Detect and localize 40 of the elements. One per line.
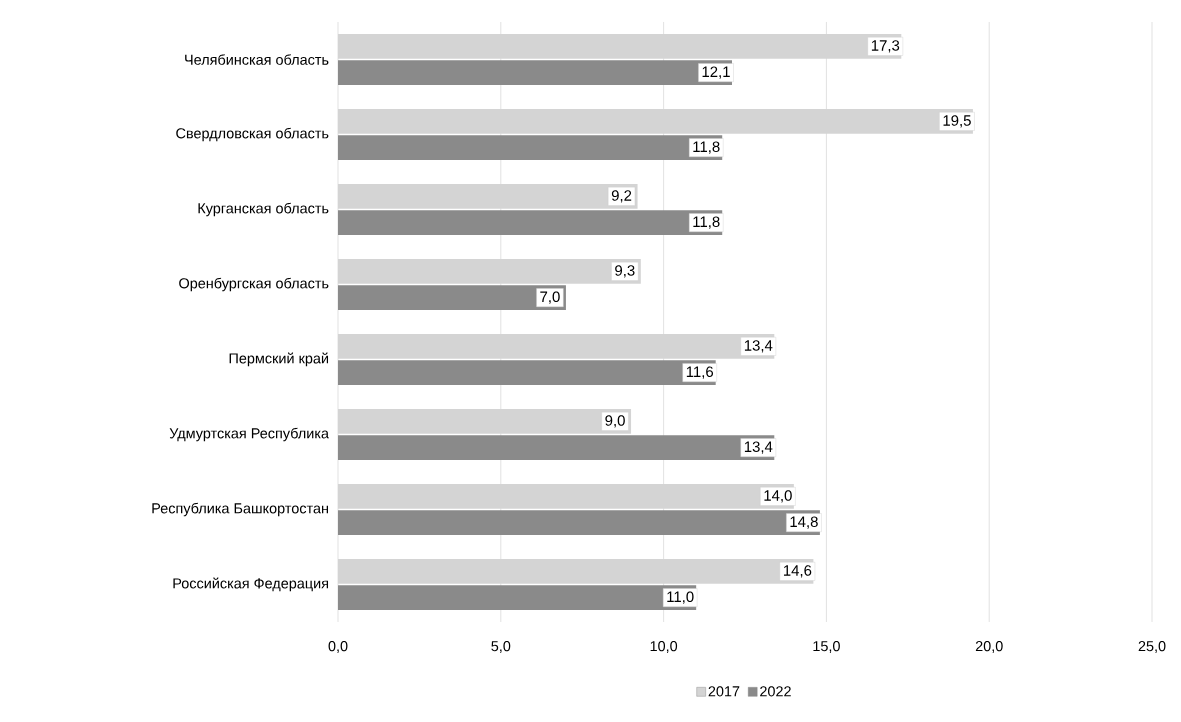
x-tick-label: 5,0 [491,641,511,653]
bar [338,285,566,310]
y-tick-label: Свердловская область [176,127,329,142]
data-label: 9,3 [615,265,635,278]
data-label: 7,0 [540,291,560,304]
x-tick-label: 15,0 [813,641,840,653]
data-label: 14,6 [783,565,812,578]
data-label: 11,8 [693,141,720,154]
x-tick-label: 10,0 [650,641,678,653]
bar [338,360,716,385]
data-label: 14,0 [764,490,792,503]
bar [338,510,820,535]
y-tick-label: Оренбургская область [179,277,329,292]
y-tick-label: Челябинская область [185,54,329,65]
data-label: 17,3 [871,40,900,53]
data-label: 19,5 [943,115,971,128]
legend-label: 2017 [708,686,740,697]
data-label: 11,8 [693,216,720,229]
bar [338,210,723,235]
y-tick-label: Республика Башкортостан [152,502,328,517]
x-tick-label: 0,0 [328,641,348,653]
data-label: 12,1 [702,66,730,79]
legend-label: 2022 [760,686,791,697]
bar [338,435,775,460]
data-label: 9,2 [611,190,632,203]
data-label: 11,6 [686,366,714,379]
y-tick-label: Российская Федерация [173,577,329,592]
bar [338,135,723,160]
data-label: 9,0 [605,415,625,428]
data-label: 11,0 [667,591,694,604]
x-tick-label: 20,0 [975,641,1003,653]
x-tick-label: 25,0 [1138,641,1166,653]
y-tick-label: Курганская область [198,202,329,217]
bar [338,585,697,610]
y-tick-label: Пермский край [229,352,329,367]
y-tick-label: Удмуртская Республика [169,427,329,442]
data-label: 13,4 [744,340,773,353]
bar [338,60,732,85]
data-label: 13,4 [744,441,773,454]
data-label: 14,8 [790,516,818,529]
